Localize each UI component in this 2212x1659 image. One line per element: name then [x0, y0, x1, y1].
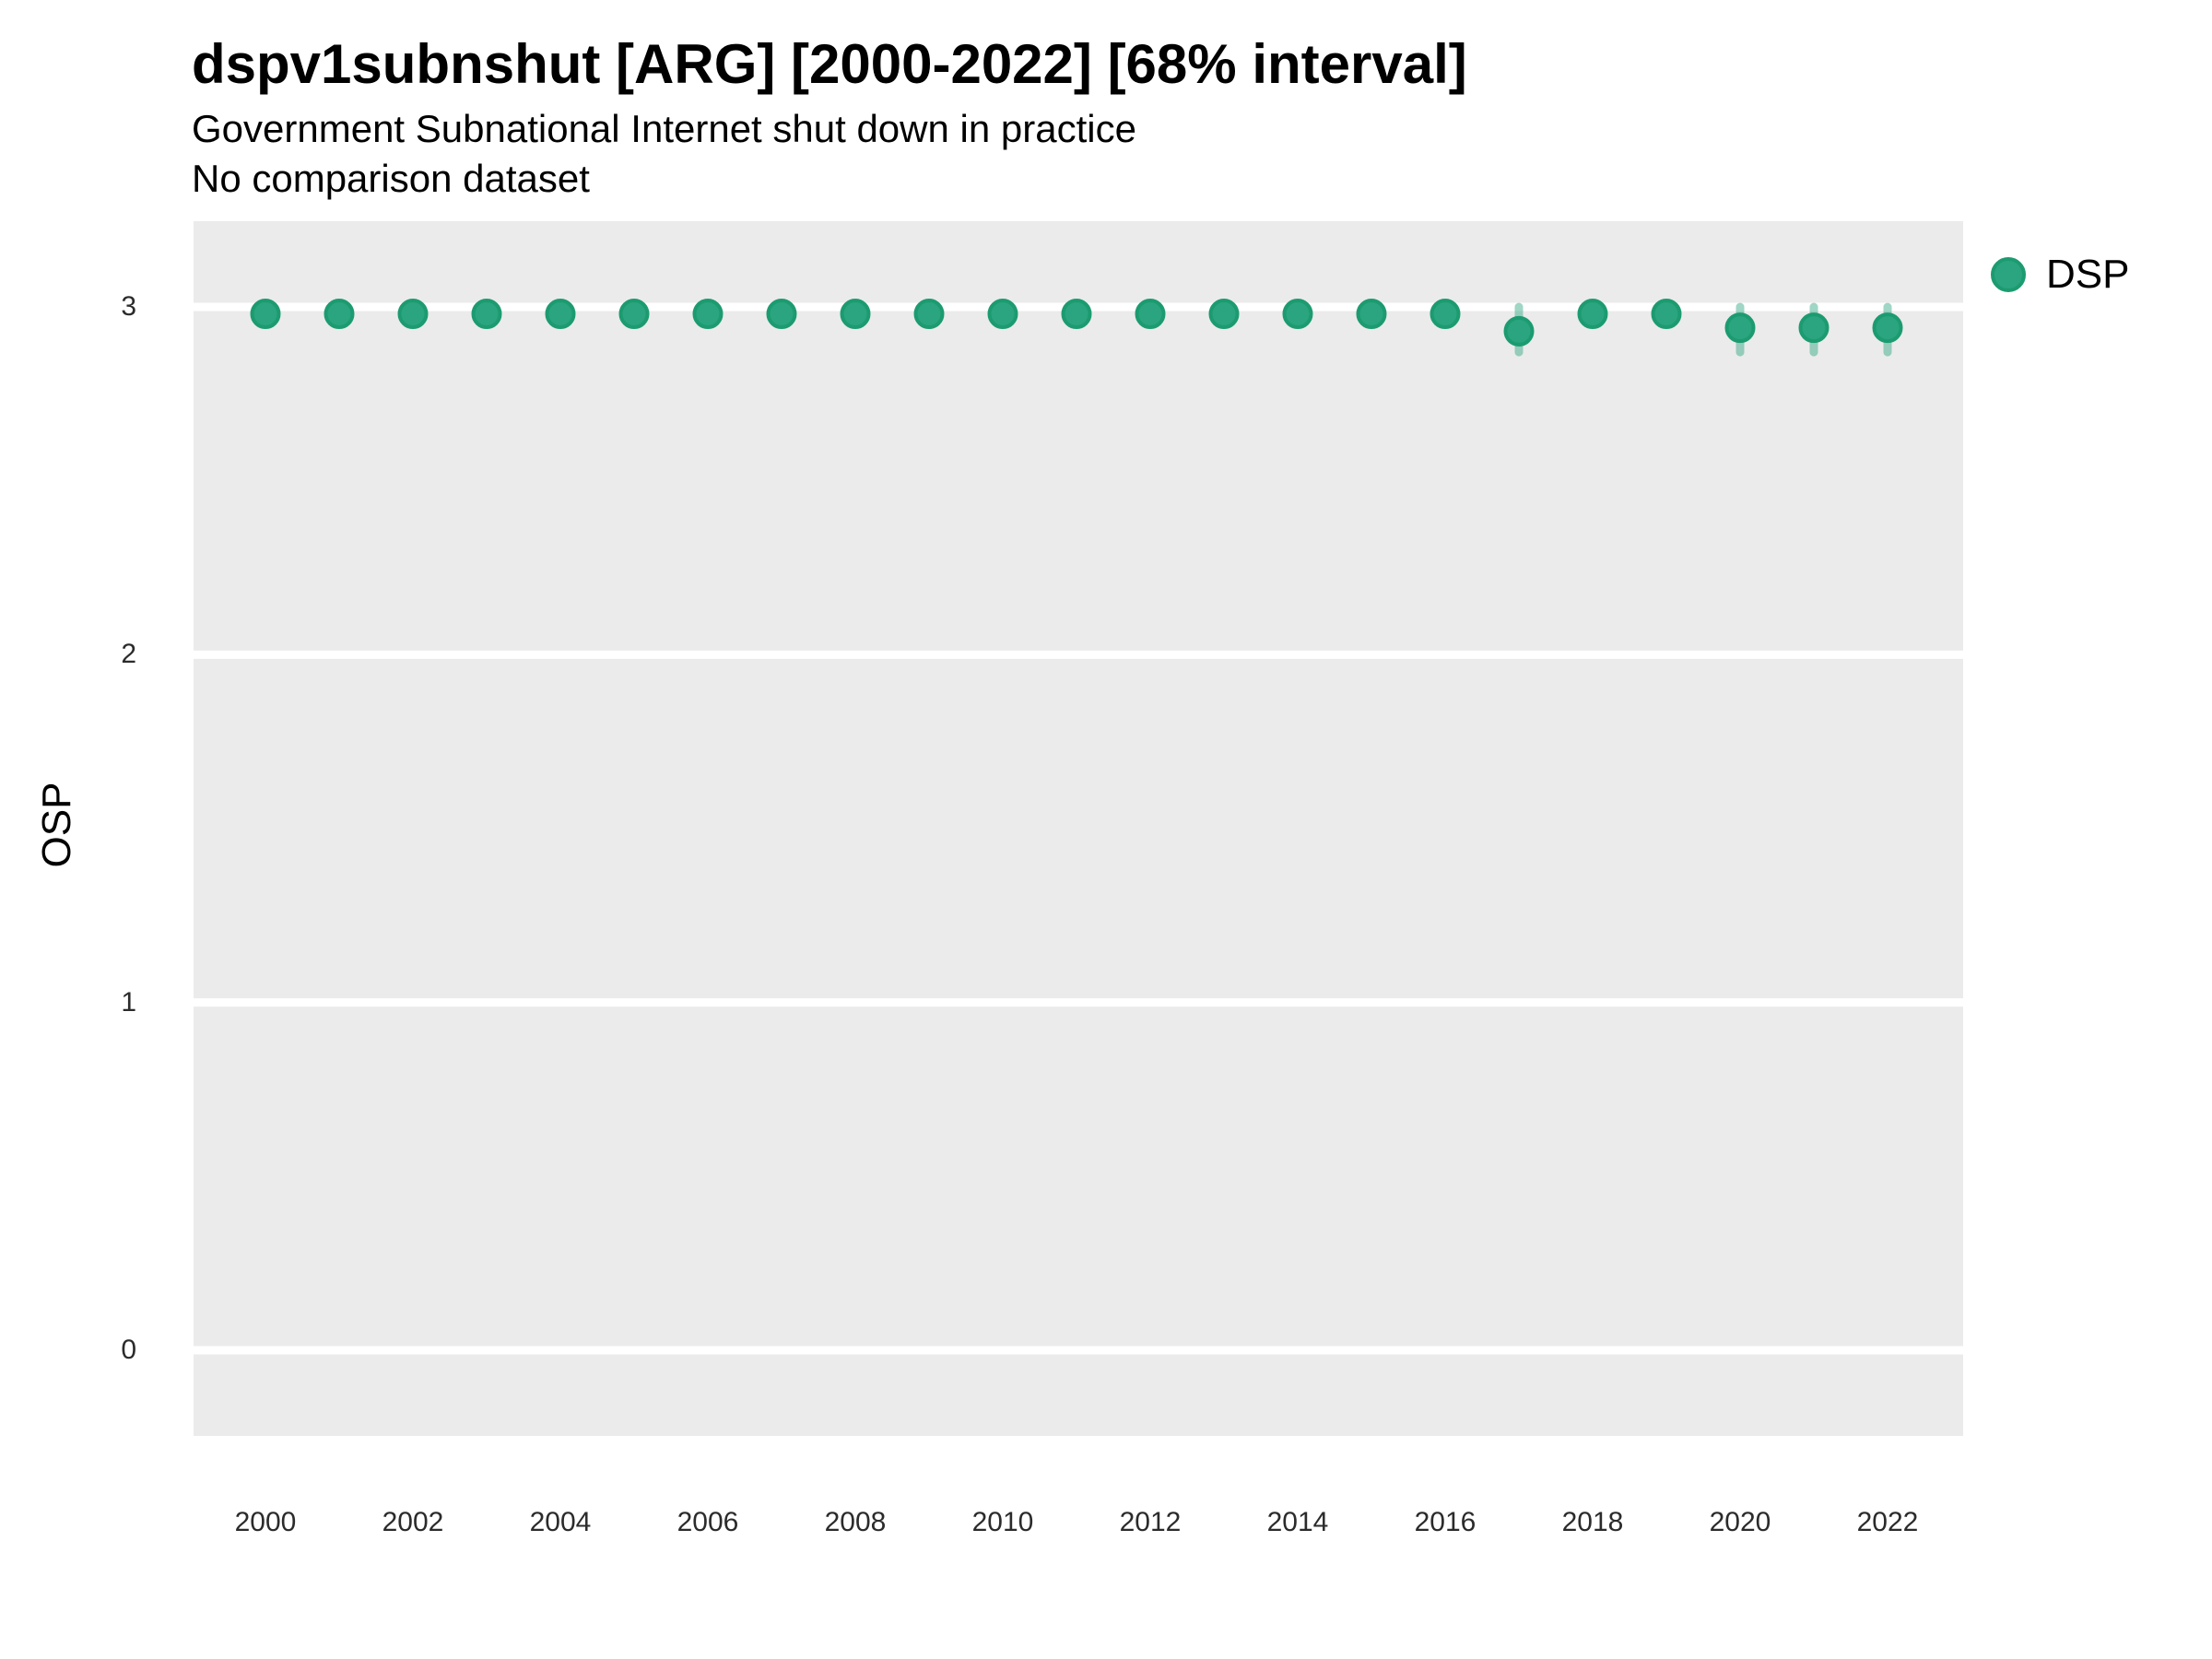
- chart-title: dspv1subnshut [ARG] [2000-2022] [68% int…: [192, 33, 1467, 95]
- data-point-2008: [840, 299, 871, 330]
- data-point-2001: [324, 299, 355, 330]
- data-point-2020: [1724, 312, 1756, 344]
- x-tick-label-2012: 2012: [1119, 1507, 1182, 1537]
- legend-marker-dsp-icon: [1991, 257, 2026, 292]
- data-point-2022: [1872, 312, 1903, 344]
- data-point-2021: [1798, 312, 1830, 344]
- data-point-2004: [545, 299, 576, 330]
- data-point-2006: [692, 299, 724, 330]
- x-tick-label-2018: 2018: [1561, 1507, 1624, 1537]
- plot-svg: [194, 299, 1963, 1355]
- plot-panel: [194, 221, 1963, 1436]
- chart-subtitle: Government Subnational Internet shut dow…: [192, 107, 1136, 150]
- data-point-2003: [471, 299, 502, 330]
- data-point-2014: [1282, 299, 1313, 330]
- data-point-2007: [766, 299, 797, 330]
- legend-label-dsp: DSP: [2046, 252, 2130, 297]
- data-point-2018: [1577, 299, 1608, 330]
- data-point-2012: [1135, 299, 1166, 330]
- x-tick-label-2020: 2020: [1709, 1507, 1771, 1537]
- data-point-2000: [250, 299, 281, 330]
- x-tick-label-2008: 2008: [824, 1507, 887, 1537]
- data-point-2011: [1061, 299, 1092, 330]
- x-tick-label-2000: 2000: [234, 1507, 297, 1537]
- x-tick-label-2014: 2014: [1266, 1507, 1329, 1537]
- x-tick-label-2016: 2016: [1414, 1507, 1477, 1537]
- data-point-2010: [987, 299, 1018, 330]
- comparison-note: No comparison dataset: [192, 157, 590, 200]
- y-tick-label-0: 0: [121, 1334, 136, 1365]
- data-point-2002: [397, 299, 429, 330]
- x-tick-label-2010: 2010: [971, 1507, 1034, 1537]
- y-tick-label-2: 2: [121, 639, 136, 670]
- data-point-2019: [1651, 299, 1682, 330]
- x-tick-label-2002: 2002: [382, 1507, 444, 1537]
- data-point-2013: [1208, 299, 1240, 330]
- data-point-2017: [1503, 315, 1535, 347]
- y-axis-title: OSP: [34, 782, 79, 868]
- data-point-2016: [1430, 299, 1461, 330]
- data-point-2015: [1356, 299, 1387, 330]
- x-tick-label-2022: 2022: [1856, 1507, 1919, 1537]
- x-tick-label-2004: 2004: [529, 1507, 592, 1537]
- y-tick-label-3: 3: [121, 291, 136, 322]
- y-tick-label-1: 1: [121, 986, 136, 1018]
- data-point-2009: [913, 299, 945, 330]
- x-tick-label-2006: 2006: [677, 1507, 739, 1537]
- legend: DSP: [1991, 254, 2129, 295]
- data-point-2005: [618, 299, 650, 330]
